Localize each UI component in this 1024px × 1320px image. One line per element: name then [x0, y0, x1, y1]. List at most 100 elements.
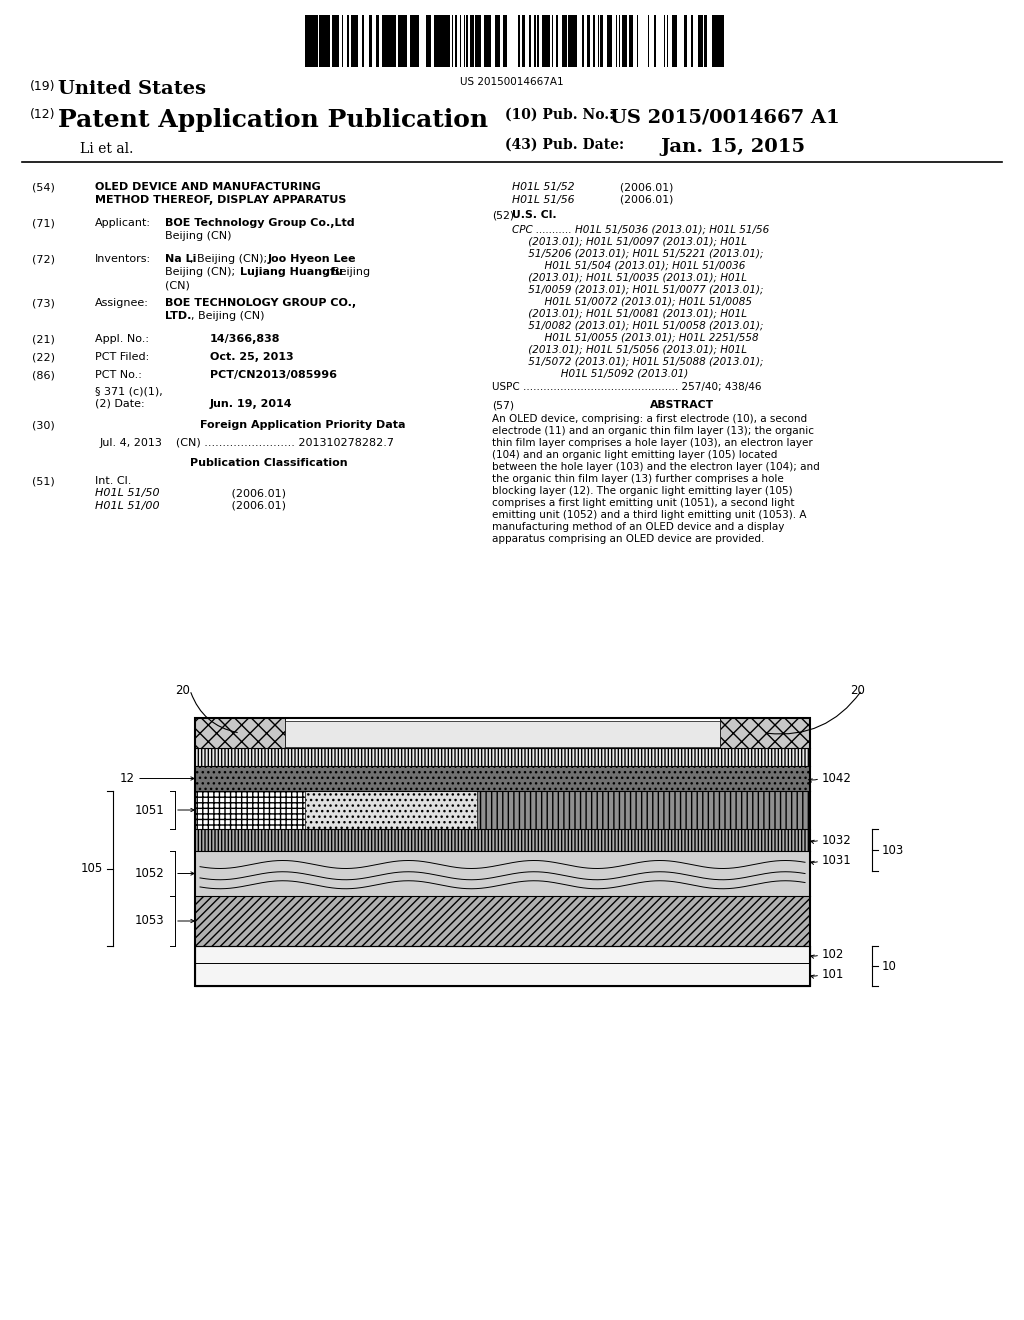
Text: (2006.01): (2006.01) [592, 195, 674, 205]
Bar [195, 718, 285, 748]
Text: Beijing (CN): Beijing (CN) [165, 231, 231, 242]
Text: Appl. No.:: Appl. No.: [95, 334, 150, 345]
Text: (72): (72) [32, 253, 55, 264]
Text: 51/5206 (2013.01); H01L 51/5221 (2013.01);: 51/5206 (2013.01); H01L 51/5221 (2013.01… [512, 248, 764, 257]
Text: 51/5072 (2013.01); H01L 51/5088 (2013.01);: 51/5072 (2013.01); H01L 51/5088 (2013.01… [512, 356, 764, 366]
Bar [503, 15, 507, 67]
Bar [701, 15, 703, 67]
Text: H01L 51/00: H01L 51/00 [95, 502, 160, 511]
Text: Jan. 15, 2015: Jan. 15, 2015 [660, 139, 805, 156]
Bar [195, 748, 810, 766]
Text: 20: 20 [850, 684, 865, 697]
Text: , Beijing: , Beijing [325, 267, 370, 277]
Text: PCT/CN2013/085996: PCT/CN2013/085996 [210, 370, 337, 380]
Text: 1052: 1052 [135, 867, 165, 880]
Bar [610, 15, 612, 67]
Bar [305, 15, 307, 67]
Text: 20: 20 [175, 684, 189, 697]
Bar [319, 15, 323, 67]
Text: Na Li: Na Li [165, 253, 197, 264]
Bar [455, 15, 457, 67]
Text: 1031: 1031 [822, 854, 852, 867]
Bar [593, 15, 595, 67]
Bar [698, 15, 701, 67]
Text: 10: 10 [882, 960, 897, 973]
Text: OLED DEVICE AND MANUFACTURING: OLED DEVICE AND MANUFACTURING [95, 182, 321, 191]
Text: (30): (30) [32, 420, 54, 430]
Text: (10) Pub. No.:: (10) Pub. No.: [505, 108, 614, 121]
Text: 1053: 1053 [135, 915, 165, 928]
Bar [556, 15, 558, 67]
Text: LTD.: LTD. [165, 312, 191, 321]
Text: Oct. 25, 2013: Oct. 25, 2013 [210, 352, 294, 362]
Bar [362, 15, 364, 67]
Text: Patent Application Publication: Patent Application Publication [58, 108, 488, 132]
Text: USPC .............................................. 257/40; 438/46: USPC ...................................… [492, 381, 762, 392]
Text: comprises a first light emitting unit (1051), a second light: comprises a first light emitting unit (1… [492, 498, 795, 508]
Text: (12): (12) [30, 108, 55, 121]
Text: (22): (22) [32, 352, 55, 362]
Text: H01L 51/504 (2013.01); H01L 51/0036: H01L 51/504 (2013.01); H01L 51/0036 [512, 260, 745, 271]
Text: (2006.01): (2006.01) [200, 502, 286, 511]
Bar [195, 791, 305, 829]
Text: Jul. 4, 2013    (CN) ......................... 201310278282.7: Jul. 4, 2013 (CN) ......................… [100, 438, 395, 447]
Bar [717, 15, 719, 67]
Bar [600, 15, 603, 67]
Text: (2013.01); H01L 51/5056 (2013.01); H01L: (2013.01); H01L 51/5056 (2013.01); H01L [512, 345, 746, 354]
Text: CPC ........... H01L 51/5036 (2013.01); H01L 51/56: CPC ........... H01L 51/5036 (2013.01); … [512, 224, 769, 234]
Bar [691, 15, 693, 67]
Bar [547, 15, 549, 67]
Bar [439, 15, 441, 67]
Bar [470, 15, 474, 67]
Bar [685, 15, 687, 67]
Bar [413, 15, 417, 67]
Bar [383, 15, 386, 67]
Text: Applicant:: Applicant: [95, 218, 151, 228]
Text: (86): (86) [32, 370, 55, 380]
Text: Publication Classification: Publication Classification [190, 458, 347, 469]
Text: Assignee:: Assignee: [95, 298, 148, 308]
Text: H01L 51/5092 (2013.01): H01L 51/5092 (2013.01) [512, 368, 688, 378]
Text: H01L 51/56: H01L 51/56 [512, 195, 574, 205]
Text: US 2015/0014667 A1: US 2015/0014667 A1 [610, 108, 840, 125]
Bar [542, 15, 545, 67]
Text: Inventors:: Inventors: [95, 253, 152, 264]
Bar [195, 766, 810, 791]
Text: Int. Cl.: Int. Cl. [95, 477, 131, 486]
Bar [675, 15, 677, 67]
Text: 14/366,838: 14/366,838 [210, 334, 281, 345]
Bar [712, 15, 715, 67]
Text: Li et al.: Li et al. [80, 143, 133, 156]
Bar [195, 718, 810, 986]
Text: (104) and an organic light emitting layer (105) located: (104) and an organic light emitting laye… [492, 450, 777, 459]
Bar [323, 15, 328, 67]
Bar [334, 15, 339, 67]
Text: Beijing (CN);: Beijing (CN); [165, 267, 236, 277]
Bar [545, 15, 547, 67]
Bar [537, 15, 539, 67]
Bar [347, 15, 349, 67]
Text: 51/0082 (2013.01); H01L 51/0058 (2013.01);: 51/0082 (2013.01); H01L 51/0058 (2013.01… [512, 319, 764, 330]
Text: ABSTRACT: ABSTRACT [650, 400, 714, 411]
Text: H01L 51/52: H01L 51/52 [512, 182, 574, 191]
Text: between the hole layer (103) and the electron layer (104); and: between the hole layer (103) and the ele… [492, 462, 820, 473]
Text: manufacturing method of an OLED device and a display: manufacturing method of an OLED device a… [492, 521, 784, 532]
Text: , Beijing (CN): , Beijing (CN) [191, 312, 264, 321]
Bar [562, 15, 564, 67]
Bar [376, 15, 379, 67]
Bar [427, 15, 429, 67]
Text: 102: 102 [822, 948, 845, 961]
Bar [477, 791, 810, 829]
Text: United States: United States [58, 81, 206, 98]
Text: the organic thin film layer (13) further comprises a hole: the organic thin film layer (13) further… [492, 474, 783, 484]
Text: 1051: 1051 [135, 804, 165, 817]
Text: (21): (21) [32, 334, 55, 345]
Text: (71): (71) [32, 218, 55, 228]
Bar [441, 15, 443, 67]
Text: PCT Filed:: PCT Filed: [95, 352, 150, 362]
Text: (43) Pub. Date:: (43) Pub. Date: [505, 139, 624, 152]
Bar [449, 15, 450, 67]
Text: (51): (51) [32, 477, 54, 486]
Text: thin film layer comprises a hole layer (103), an electron layer: thin film layer comprises a hole layer (… [492, 438, 813, 447]
Bar [285, 721, 720, 747]
